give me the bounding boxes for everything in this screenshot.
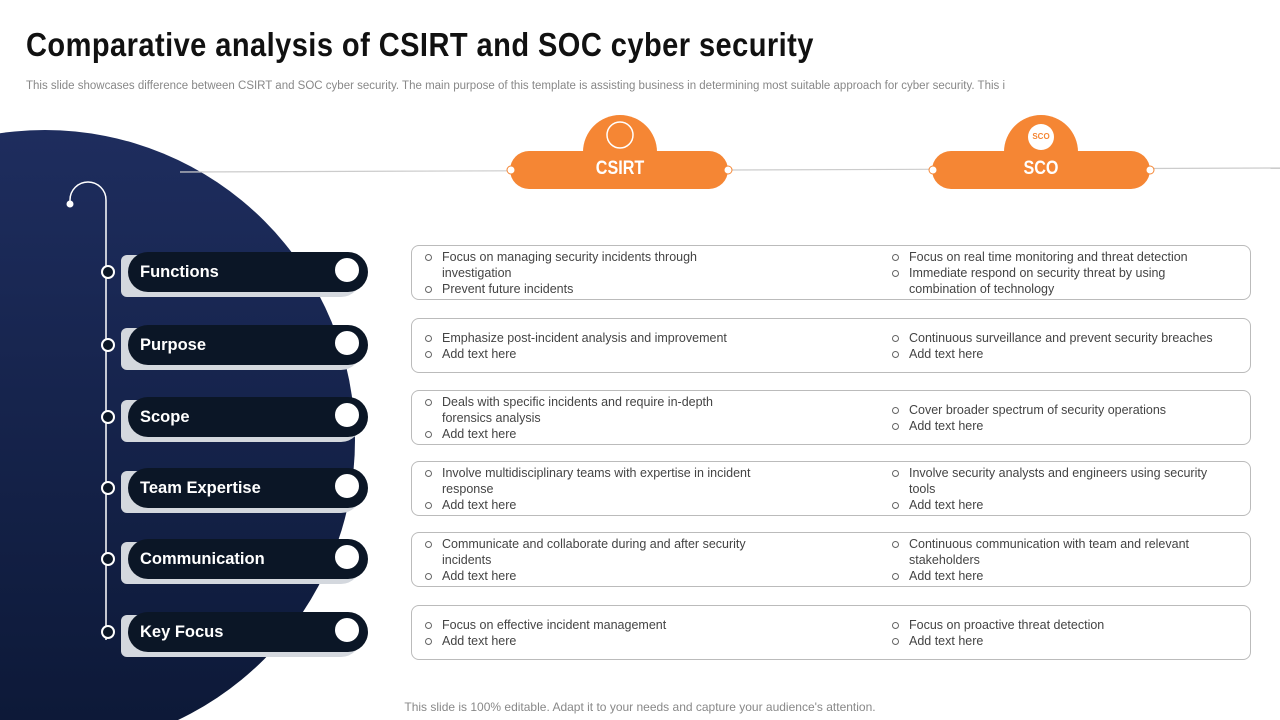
timeline	[69, 181, 107, 640]
bullet-item: Focus on real time monitoring and threat…	[892, 249, 1232, 265]
row-icon	[333, 256, 361, 284]
row-label: Communication	[128, 539, 368, 579]
csirt-badge	[506, 115, 733, 189]
icon-label: SCO	[1032, 132, 1050, 141]
bullet-item: Add text here	[892, 633, 1232, 649]
bullet-item: Involve security analysts and engineers …	[892, 465, 1232, 497]
subtitle: This slide showcases difference between …	[26, 80, 1006, 92]
row-label: Purpose	[128, 325, 368, 365]
bullet-item: Involve multidisciplinary teams with exp…	[425, 465, 765, 497]
csirt-list: Involve multidisciplinary teams with exp…	[425, 465, 765, 513]
bullet-item: Cover broader spectrum of security opera…	[892, 402, 1232, 418]
bullet-item: Continuous surveillance and prevent secu…	[892, 330, 1232, 346]
bullet-item: Add text here	[892, 346, 1232, 362]
bullet-item: Add text here	[425, 426, 765, 442]
row-icon	[333, 616, 361, 644]
comparison-box: Emphasize post-incident analysis and imp…	[411, 318, 1251, 373]
bullet-item: Deals with specific incidents and requir…	[425, 394, 765, 426]
soc-list: Focus on proactive threat detection Add t…	[892, 617, 1232, 649]
bullet-item: Add text here	[892, 497, 1232, 513]
bullet-item: Continuous communication with team and r…	[892, 536, 1232, 568]
comparison-box: Focus on effective incident management Ad…	[411, 605, 1251, 660]
csirt-list: Deals with specific incidents and requir…	[425, 394, 765, 442]
title: Comparative analysis of CSIRT and SOC cy…	[26, 26, 814, 63]
timeline-node	[101, 552, 115, 566]
soc-list: Continuous surveillance and prevent secu…	[892, 330, 1232, 362]
soc-list: Focus on real time monitoring and threat…	[892, 249, 1232, 297]
csirt-list: Emphasize post-incident analysis and imp…	[425, 330, 765, 362]
row-label: Team Expertise	[128, 468, 368, 508]
csirt-list: Communicate and collaborate during and a…	[425, 536, 765, 584]
bullet-item: Immediate respond on security threat by …	[892, 265, 1232, 297]
csirt-list: Focus on managing security incidents thr…	[425, 249, 765, 297]
bullet-item: Add text here	[425, 346, 765, 362]
column-label: SCO	[1023, 158, 1059, 179]
soc-list: Involve security analysts and engineers …	[892, 465, 1232, 513]
soc-list: Cover broader spectrum of security opera…	[892, 402, 1232, 434]
timeline-dot	[66, 200, 74, 208]
row-label: Key Focus	[128, 612, 368, 652]
column-label: CSIRT	[595, 158, 645, 179]
bullet-item: Communicate and collaborate during and a…	[425, 536, 765, 568]
bullet-item: Focus on effective incident management	[425, 617, 765, 633]
bullet-item: Add text here	[892, 568, 1232, 584]
timeline-node	[101, 481, 115, 495]
comparison-box: Deals with specific incidents and requir…	[411, 390, 1251, 445]
bullet-item: Add text here	[425, 568, 765, 584]
row-icon	[333, 543, 361, 571]
bullet-item: Add text here	[892, 418, 1232, 434]
csirt-list: Focus on effective incident management Ad…	[425, 617, 765, 649]
sco-badge	[928, 115, 1155, 189]
row-icon	[333, 472, 361, 500]
soc-list: Continuous communication with team and r…	[892, 536, 1232, 584]
bullet-item: Focus on managing security incidents thr…	[425, 249, 765, 281]
timeline-node	[101, 338, 115, 352]
bullet-item: Focus on proactive threat detection	[892, 617, 1232, 633]
bullet-item: Prevent future incidents	[425, 281, 765, 297]
bullet-item: Emphasize post-incident analysis and imp…	[425, 330, 765, 346]
bullet-item: Add text here	[425, 497, 765, 513]
comparison-box: Focus on managing security incidents thr…	[411, 245, 1251, 300]
row-icon	[333, 401, 361, 429]
timeline-node	[101, 625, 115, 639]
bullet-item: Add text here	[425, 633, 765, 649]
comparison-box: Communicate and collaborate during and a…	[411, 532, 1251, 587]
row-label: Functions	[128, 252, 368, 292]
row-icon	[333, 329, 361, 357]
timeline-node	[101, 410, 115, 424]
footer: This slide is 100% editable. Adapt it to…	[404, 700, 876, 714]
row-label: Scope	[128, 397, 368, 437]
comparison-box: Involve multidisciplinary teams with exp…	[411, 461, 1251, 516]
timeline-node	[101, 265, 115, 279]
